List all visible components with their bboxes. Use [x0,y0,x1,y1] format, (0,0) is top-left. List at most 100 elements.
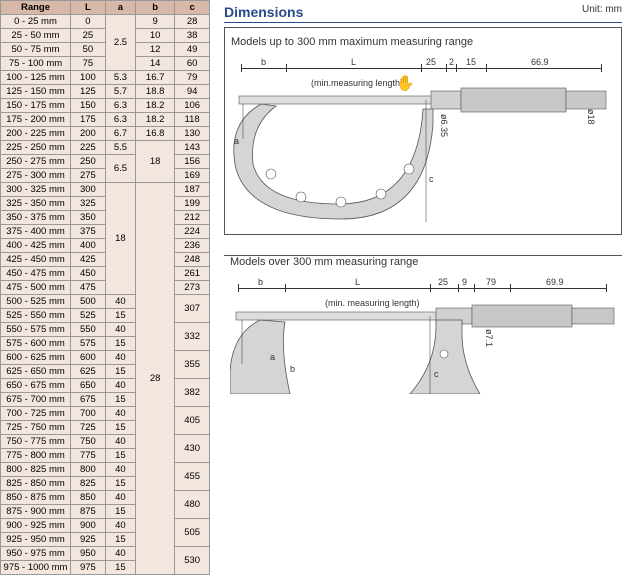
table-cell: 325 [71,197,106,211]
table-cell: 187 [175,183,210,197]
table-row: 750 - 775 mm75040430 [1,435,210,449]
dim-phi: ø18 [586,109,596,125]
table-cell: 950 [71,547,106,561]
table-cell: 475 - 500 mm [1,281,71,295]
table-cell: 130 [175,127,210,141]
table-cell: 236 [175,239,210,253]
table-row: 950 - 975 mm95040530 [1,547,210,561]
table-cell: 600 - 625 mm [1,351,71,365]
table-row: 0 - 25 mm02.5928 [1,15,210,29]
table-row: 450 - 475 mm450261 [1,267,210,281]
table-cell: 40 [105,491,135,505]
table-cell: 6.3 [105,99,135,113]
table-row: 850 - 875 mm85040480 [1,491,210,505]
table-cell: 725 [71,421,106,435]
table-cell: 355 [175,351,210,379]
table-cell: 450 - 475 mm [1,267,71,281]
table-cell: 725 - 750 mm [1,421,71,435]
table-cell: 18.8 [136,85,175,99]
table-cell: 405 [175,407,210,435]
table-cell: 273 [175,281,210,295]
dim-phi65: ø6.35 [439,114,449,137]
dimensions-title: Dimensions Unit: mm [224,4,622,23]
table-row: 50 - 75 mm50 1249 [1,43,210,57]
dim-a: a [234,136,239,146]
table-cell: 150 - 175 mm [1,99,71,113]
table-cell: 15 [105,477,135,491]
dim-b2: b [258,277,263,287]
dim-79: 79 [486,277,496,287]
table-cell: 200 [71,127,106,141]
table-cell: 530 [175,547,210,575]
table-cell: 225 - 250 mm [1,141,71,155]
table-cell: 350 - 375 mm [1,211,71,225]
table-cell: 300 - 325 mm [1,183,71,197]
upper-diagram-label: Models up to 300 mm maximum measuring ra… [231,36,615,48]
table-cell: 125 [71,85,106,99]
table-cell: 250 - 275 mm [1,155,71,169]
table-cell: 0 - 25 mm [1,15,71,29]
table-cell: 5.3 [105,71,135,85]
dim-15: 15 [466,57,476,67]
dimensions-title-text: Dimensions [224,4,303,20]
table-cell: 375 - 400 mm [1,225,71,239]
table-cell: 125 - 150 mm [1,85,71,99]
table-cell: 5.5 [105,141,135,155]
table-cell: 18 [105,183,135,295]
table-cell: 40 [105,295,135,309]
col-header: b [136,1,175,15]
table-row: 25 - 50 mm251038 [1,29,210,43]
table-cell: 12 [136,43,175,57]
table-row: 175 - 200 mm1756.318.2118 [1,113,210,127]
table-cell: 50 - 75 mm [1,43,71,57]
table-cell: 75 - 100 mm [1,57,71,71]
table-cell: 800 - 825 mm [1,463,71,477]
table-row: 550 - 575 mm55040332 [1,323,210,337]
col-header: a [105,1,135,15]
table-cell: 15 [105,337,135,351]
col-header: L [71,1,106,15]
table-cell: 60 [175,57,210,71]
col-header: Range [1,1,71,15]
dim-b3: b [290,364,295,374]
table-cell: 2.5 [105,15,135,71]
table-cell: 100 - 125 mm [1,71,71,85]
table-cell: 40 [105,351,135,365]
table-cell: 307 [175,295,210,323]
table-cell: 6.3 [105,113,135,127]
table-cell: 40 [105,323,135,337]
table-cell: 16.8 [136,127,175,141]
table-cell: 575 [71,337,106,351]
table-cell: 675 [71,393,106,407]
spec-table-container: RangeLabc 0 - 25 mm02.592825 - 50 mm2510… [0,0,210,537]
table-cell: 625 - 650 mm [1,365,71,379]
table-cell: 300 [71,183,106,197]
table-row: 75 - 100 mm751460 [1,57,210,71]
table-cell: 825 - 850 mm [1,477,71,491]
table-cell: 325 - 350 mm [1,197,71,211]
table-cell: 15 [105,421,135,435]
upper-diagram-box: Models up to 300 mm maximum measuring ra… [224,27,622,235]
table-cell: 15 [105,533,135,547]
dim-c2: c [434,369,439,379]
table-cell: 15 [105,309,135,323]
table-cell: 49 [175,43,210,57]
table-cell: 332 [175,323,210,351]
table-cell: 16.7 [136,71,175,85]
table-cell: 575 - 600 mm [1,337,71,351]
table-cell: 700 [71,407,106,421]
table-cell: 900 - 925 mm [1,519,71,533]
table-cell: 800 [71,463,106,477]
lower-diagram: b L 25 9 79 69.9 (min. measuring length)… [230,274,616,394]
table-cell: 275 [71,169,106,183]
table-cell: 106 [175,99,210,113]
table-cell: 425 - 450 mm [1,253,71,267]
table-cell: 150 [71,99,106,113]
table-cell: 50 [71,43,106,57]
table-cell: 199 [175,197,210,211]
table-cell: 200 - 225 mm [1,127,71,141]
table-cell: 169 [175,169,210,183]
dim-25b: 25 [438,277,448,287]
table-cell: 400 [71,239,106,253]
dim-25: 25 [426,57,436,67]
